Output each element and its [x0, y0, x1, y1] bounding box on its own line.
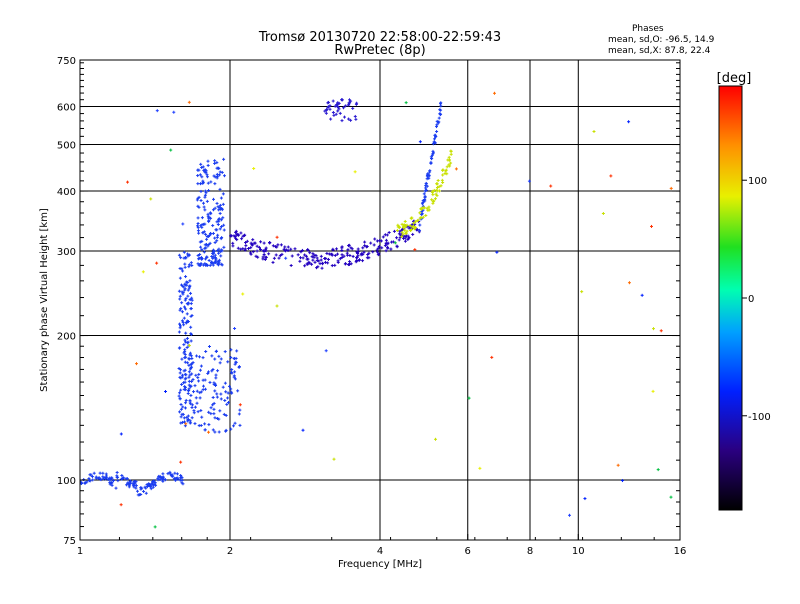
chart-subtitle: RwPretec (8p): [334, 43, 425, 58]
x-axis: 1 2 4 6 8 10 16: [77, 534, 687, 557]
x-tick-label: 6: [465, 546, 471, 557]
y-tick-label: 750: [57, 56, 76, 67]
colorbar: [718, 85, 743, 511]
stats-line-x: mean, sd,X: 87.8, 22.4: [608, 46, 711, 56]
y-tick-label: 500: [57, 141, 76, 152]
colorbar-tick-label: 0: [748, 294, 754, 305]
y-tick-label: 300: [57, 247, 76, 258]
x-tick-label: 1: [77, 546, 83, 557]
grid-lines: [80, 60, 680, 540]
colorbar-label: [deg]: [717, 71, 752, 86]
y-tick-label: 600: [57, 103, 76, 114]
y-tick-label: 75: [63, 536, 76, 547]
x-axis-label: Frequency [MHz]: [338, 559, 422, 570]
y-tick-label: 200: [57, 332, 76, 343]
colorbar-tick-label: -100: [748, 412, 771, 423]
data-points: [80, 91, 673, 529]
y-tick-label: 400: [57, 187, 76, 198]
x-tick-label: 2: [227, 546, 233, 557]
y-axis-label: Stationary phase Virtual Height [km]: [39, 208, 50, 392]
stats-heading: Phases: [632, 24, 664, 34]
chart-title: Tromsø 20130720 22:58:00-22:59:43: [258, 30, 501, 45]
stats-line-o: mean, sd,O: -96.5, 14.9: [608, 35, 715, 45]
colorbar-ticks: 100 0 -100: [742, 176, 771, 423]
colorbar-tick-label: 100: [748, 176, 767, 187]
y-tick-label: 100: [57, 476, 76, 487]
y-axis: 75 100 200 300 400 500 600 750: [57, 56, 680, 547]
x-tick-label: 8: [527, 546, 533, 557]
x-tick-label: 16: [674, 546, 687, 557]
x-tick-label: 10: [572, 546, 585, 557]
x-tick-label: 4: [377, 546, 383, 557]
